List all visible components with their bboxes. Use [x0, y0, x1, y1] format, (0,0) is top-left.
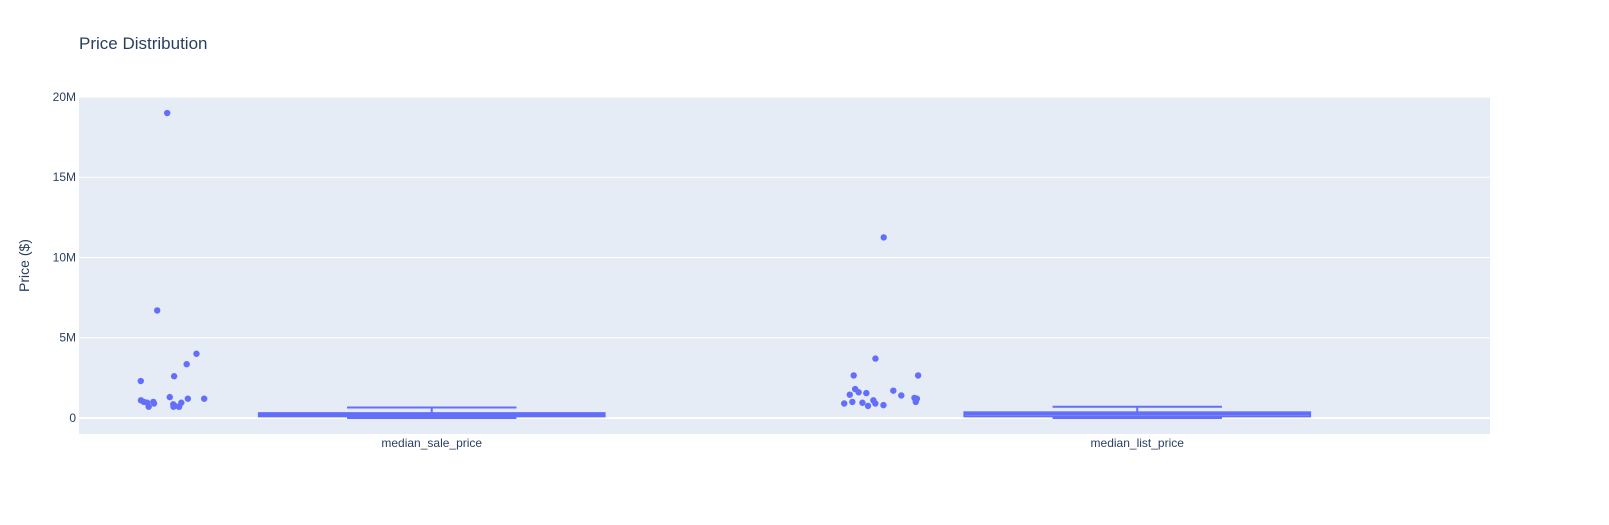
- outlier-point: [870, 397, 876, 403]
- outlier-point: [898, 392, 904, 398]
- outlier-point: [138, 397, 144, 403]
- outlier-point: [865, 403, 871, 409]
- outlier-point: [880, 402, 886, 408]
- outlier-point: [183, 361, 189, 367]
- outlier-point: [881, 234, 887, 240]
- outlier-point: [859, 400, 865, 406]
- outlier-point: [185, 395, 191, 401]
- outlier-point: [138, 378, 144, 384]
- y-tick-labels: 0 5M 10M 15M 20M: [53, 90, 77, 425]
- outlier-point: [855, 389, 861, 395]
- outlier-point: [193, 351, 199, 357]
- y-tick-label: 5M: [59, 331, 76, 345]
- x-tick-label: median_list_price: [1091, 436, 1185, 450]
- chart-title: Price Distribution: [79, 34, 208, 53]
- outlier-point: [171, 373, 177, 379]
- y-axis-title: Price ($): [16, 239, 32, 292]
- x-tick-labels: median_sale_price median_list_price: [381, 436, 1184, 450]
- outlier-point: [154, 307, 160, 313]
- outlier-point: [913, 399, 919, 405]
- y-tick-label: 20M: [53, 90, 76, 104]
- outlier-point: [167, 394, 173, 400]
- outlier-point: [863, 390, 869, 396]
- outlier-point: [849, 399, 855, 405]
- outlier-point: [847, 391, 853, 397]
- outlier-point: [890, 387, 896, 393]
- plot-background: [79, 97, 1490, 434]
- outlier-point: [176, 404, 182, 410]
- outlier-point: [164, 110, 170, 116]
- outlier-point: [872, 355, 878, 361]
- x-tick-label: median_sale_price: [381, 436, 482, 450]
- outlier-point: [841, 400, 847, 406]
- outlier-point: [850, 372, 856, 378]
- y-tick-label: 10M: [53, 250, 76, 264]
- outlier-point: [150, 399, 156, 405]
- y-tick-label: 15M: [53, 170, 76, 184]
- outlier-point: [170, 401, 176, 407]
- y-tick-label: 0: [69, 411, 76, 425]
- outlier-point: [145, 404, 151, 410]
- outlier-point: [915, 372, 921, 378]
- outlier-point: [201, 395, 207, 401]
